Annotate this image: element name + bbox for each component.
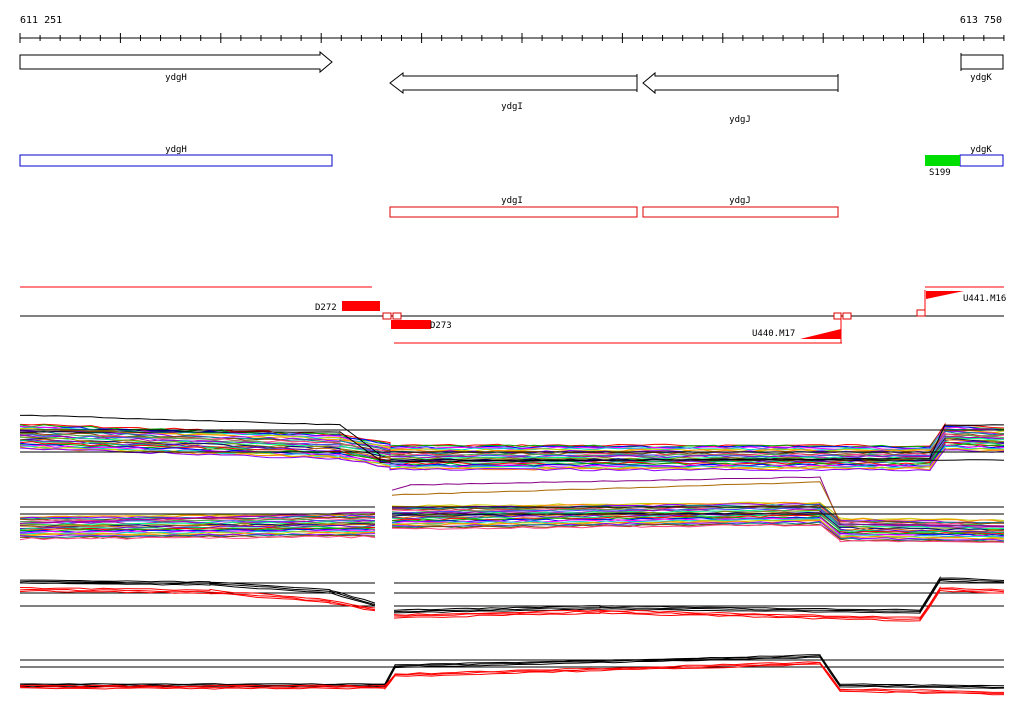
feature-label-d273: D273 <box>430 321 452 331</box>
gene-arrow-ydgi[interactable] <box>389 71 638 95</box>
promoter-s199[interactable] <box>925 155 960 166</box>
red-gene-label-ydgi: ydgI <box>501 196 523 206</box>
red-gene-label-ydgj: ydgJ <box>729 196 751 206</box>
feature-label-d272: D272 <box>315 303 337 313</box>
blue-gene-label-ydgk: ydgK <box>970 145 992 155</box>
gene-label-ydgj: ydgJ <box>729 115 751 125</box>
annotation-track-red: ydgI ydgJ <box>389 196 839 218</box>
red-gene-ydgj[interactable] <box>642 206 839 218</box>
gene-arrows-track: ydgH ydgI ydgJ ydgK <box>19 50 1004 125</box>
feature-label-u440: U440.M17 <box>752 329 795 339</box>
expression-panel-3 <box>19 575 1005 622</box>
expression-panel-4 <box>19 654 1005 696</box>
feature-u440-wedge[interactable] <box>800 329 841 339</box>
red-gene-ydgi[interactable] <box>389 206 638 218</box>
promoter-label-s199: S199 <box>929 168 951 178</box>
expression-panel-1 <box>19 414 1005 472</box>
feature-d273-block[interactable] <box>391 320 431 329</box>
gene-label-ydgh: ydgH <box>165 73 187 83</box>
blue-gene-ydgh[interactable] <box>19 154 333 167</box>
coordinate-ruler <box>19 33 1005 43</box>
gene-label-ydgk: ydgK <box>970 73 992 83</box>
gene-label-ydgi: ydgI <box>501 102 523 112</box>
start-coordinate: 611 251 <box>20 15 62 26</box>
feature-d272-block[interactable] <box>342 301 380 311</box>
blue-gene-ydgk[interactable] <box>959 154 1004 167</box>
gene-arrow-ydgh[interactable] <box>19 50 333 74</box>
feature-track: D272 D273 U440.M17 U441.M16 <box>20 286 1006 344</box>
expression-panel-2 <box>19 476 1005 543</box>
feature-u441-wedge[interactable] <box>926 291 964 299</box>
blue-gene-label-ydgh: ydgH <box>165 145 187 155</box>
end-coordinate: 613 750 <box>960 15 1002 26</box>
gene-arrow-ydgj[interactable] <box>642 71 839 95</box>
gene-arrow-ydgk[interactable] <box>960 54 1004 70</box>
annotation-track-blue: ydgH ydgK S199 <box>19 145 1004 178</box>
feature-label-u441: U441.M16 <box>963 294 1006 304</box>
